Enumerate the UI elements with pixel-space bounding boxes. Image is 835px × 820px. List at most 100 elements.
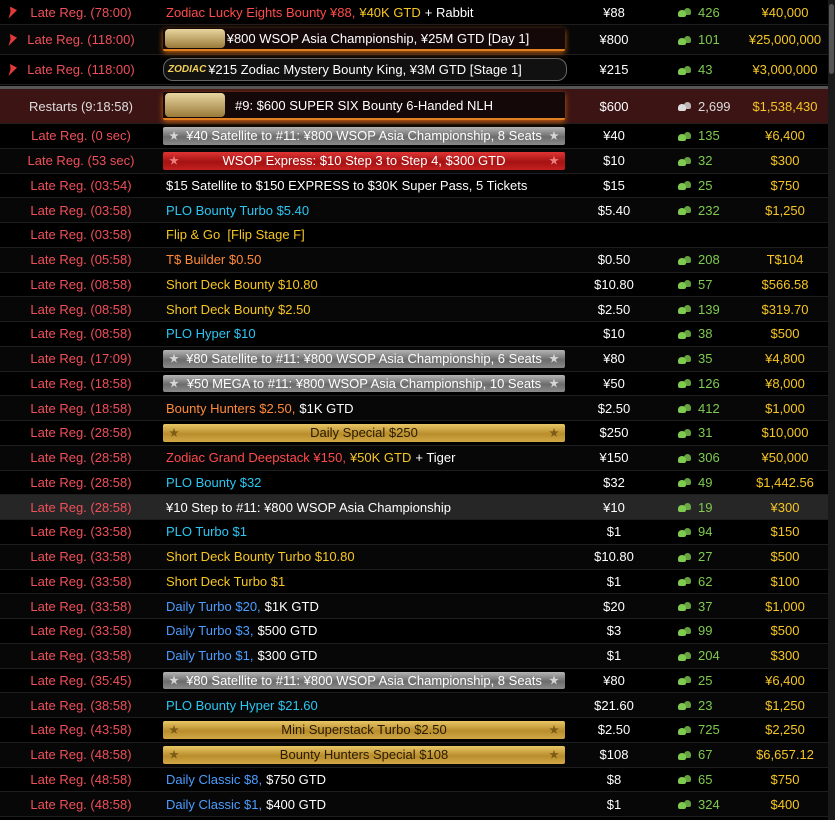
name-part: Short Deck Bounty $10.80 bbox=[166, 276, 318, 292]
tournament-row[interactable]: Late Reg. (35:45) ¥80 Satellite to #11: ¥… bbox=[0, 669, 828, 694]
prize-pool: $1,442.56 bbox=[756, 474, 814, 490]
tournament-name: Mini Superstack Turbo $2.50 bbox=[281, 722, 446, 737]
player-count: 208 bbox=[698, 252, 720, 268]
buy-in: $2.50 bbox=[597, 301, 631, 317]
tournament-row[interactable]: Late Reg. (17:09) ¥80 Satellite to #11: ¥… bbox=[0, 346, 828, 372]
name-part: Daily Special $250 bbox=[310, 425, 418, 441]
name-part: Mini Superstack Turbo $2.50 bbox=[281, 722, 447, 738]
tournament-row[interactable]: Late Reg. (33:58) Short Deck Turbo $1 $1 62… bbox=[0, 570, 828, 595]
star-icon bbox=[169, 378, 179, 388]
tournament-row[interactable]: Late Reg. (03:58) Flip & Go [Flip Stage F… bbox=[0, 223, 828, 248]
players-icon bbox=[678, 304, 691, 315]
status: Late Reg. (43:58) bbox=[30, 722, 132, 738]
prize-pool: $150 bbox=[770, 524, 800, 540]
status: Late Reg. (48:58) bbox=[30, 796, 132, 812]
players-icon bbox=[678, 428, 691, 438]
tournament-row[interactable]: Restarts (9:18:58) #9: $600 SUPER SIX Bou… bbox=[0, 86, 828, 124]
tournament-row[interactable]: Late Reg. (118:00) #11: ¥800 WSOP Asia Ch… bbox=[0, 25, 828, 55]
star-icon bbox=[549, 353, 559, 363]
name-part: T$ Builder $0.50 bbox=[166, 252, 262, 268]
star-icon bbox=[169, 724, 179, 734]
name-part: $1K GTD bbox=[299, 400, 354, 416]
tournament-row[interactable]: Late Reg. (05:58) T$ Builder $0.50 $0.50 20… bbox=[0, 247, 828, 273]
tournament-row[interactable]: Late Reg. (48:58) Bounty Hunters Special … bbox=[0, 742, 828, 768]
tournament-row[interactable]: Late Reg. (118:00) ZODIAC ¥215 Zodiac Myst… bbox=[0, 55, 828, 85]
tournament-row[interactable]: Late Reg. (03:58) PLO Bounty Turbo $5.40 $… bbox=[0, 198, 828, 223]
buy-in: $32 bbox=[603, 474, 625, 490]
player-count: 135 bbox=[698, 128, 720, 144]
player-count: 25 bbox=[698, 672, 713, 688]
status: Late Reg. (03:58) bbox=[30, 227, 132, 243]
tournament-row[interactable]: Late Reg. (28:58) PLO Bounty $32 $32 49 $1,4… bbox=[0, 471, 828, 496]
prize-pool: $500 bbox=[770, 326, 800, 342]
status: Late Reg. (08:58) bbox=[30, 276, 132, 292]
name-part: Short Deck Bounty Turbo $10.80 bbox=[166, 549, 355, 565]
players: 62 bbox=[678, 570, 738, 594]
tournament-row[interactable]: Late Reg. (28:58) Zodiac Grand Deepstack … bbox=[0, 445, 828, 471]
tournament-row[interactable]: Late Reg. (08:58) PLO Hyper $10 $10 38 $500 bbox=[0, 322, 828, 347]
tournament-row[interactable]: Late Reg. (33:58) PLO Turbo $1 $1 94 $150 bbox=[0, 520, 828, 545]
player-count: 43 bbox=[698, 62, 713, 77]
players-icon bbox=[678, 477, 691, 488]
player-count: 426 bbox=[698, 4, 720, 20]
player-count: 65 bbox=[698, 771, 713, 787]
buy-in: $10 bbox=[603, 326, 625, 342]
scroll-thumb[interactable] bbox=[829, 4, 834, 74]
name-part: $750 GTD bbox=[266, 771, 327, 787]
players: 65 bbox=[678, 768, 738, 792]
tournament-banner: WSOP Express: $10 Step 3 to Step 4, $300… bbox=[163, 151, 565, 170]
tournament-row[interactable]: Late Reg. (28:58) ¥10 Step to #11: ¥800 W… bbox=[0, 495, 828, 520]
players-icon bbox=[678, 35, 691, 45]
buy-in: $1 bbox=[606, 796, 622, 812]
tournament-row[interactable]: Late Reg. (0 sec) ¥40 Satellite to #11: ¥… bbox=[0, 124, 828, 149]
prize-pool: $319.70 bbox=[761, 301, 809, 317]
tournament-name: PLO Bounty $32 bbox=[166, 471, 566, 495]
status: Late Reg. (28:58) bbox=[30, 474, 132, 490]
tournament-row[interactable]: Late Reg. (48:58) Daily Classic $8, $750 G… bbox=[0, 768, 828, 793]
tournament-row[interactable]: Late Reg. (33:58) Short Deck Bounty Turbo… bbox=[0, 544, 828, 570]
tournament-row[interactable]: Late Reg. (53 sec) WSOP Express: $10 Step… bbox=[0, 148, 828, 174]
tournament-row[interactable]: Late Reg. (48:58) Daily Classic $1, $400 G… bbox=[0, 792, 828, 817]
player-count: 23 bbox=[698, 697, 713, 713]
players: 208 bbox=[678, 248, 738, 272]
players: 38 bbox=[678, 322, 738, 346]
tournament-row[interactable]: Late Reg. (08:58) Short Deck Bounty $10.8… bbox=[0, 273, 828, 298]
tournament-row[interactable]: Late Reg. (33:58) Daily Turbo $20, $1K GTD… bbox=[0, 594, 828, 619]
prize-pool: $1,000 bbox=[765, 400, 805, 416]
tournament-row[interactable]: Late Reg. (78:00) Zodiac Lucky Eights Bou… bbox=[0, 0, 828, 25]
scrollbar[interactable] bbox=[828, 0, 835, 820]
player-count: 67 bbox=[698, 747, 713, 763]
tournament-name: Daily Turbo $3, $500 GTD bbox=[166, 619, 566, 643]
players: 204 bbox=[678, 644, 738, 668]
tournament-row[interactable]: Late Reg. (38:58) PLO Bounty Hyper $21.60… bbox=[0, 693, 828, 718]
star-icon bbox=[549, 155, 559, 165]
tournament-row[interactable]: Late Reg. (33:58) Daily Turbo $1, $300 GTD… bbox=[0, 643, 828, 669]
name-part: Daily Turbo $3, bbox=[166, 623, 254, 639]
players-icon bbox=[678, 329, 691, 339]
prize-pool: $400 bbox=[770, 796, 800, 812]
tournament-row[interactable]: Late Reg. (28:58) Daily Special $250 $250 3… bbox=[0, 421, 828, 446]
star-icon bbox=[549, 749, 559, 759]
tournament-name: Daily Classic $8, $750 GTD bbox=[166, 768, 566, 792]
tournament-name: Short Deck Bounty $10.80 bbox=[166, 273, 566, 297]
prize-pool: ¥3,000,000 bbox=[752, 62, 818, 77]
tournament-row[interactable]: Late Reg. (33:58) Daily Turbo $3, $500 GTD… bbox=[0, 619, 828, 644]
tournament-row[interactable]: Late Reg. (18:58) ¥50 MEGA to #11: ¥800 W… bbox=[0, 372, 828, 397]
players-icon bbox=[678, 180, 691, 191]
players: 94 bbox=[678, 520, 738, 544]
player-count: 2,699 bbox=[698, 98, 731, 114]
players-icon bbox=[678, 205, 691, 216]
tournament-row[interactable]: Late Reg. (08:58) Short Deck Bounty $2.50… bbox=[0, 297, 828, 322]
tournament-row[interactable]: Late Reg. (18:58) Bounty Hunters $2.50, $1… bbox=[0, 396, 828, 421]
prize-pool: $750 bbox=[770, 771, 800, 787]
tournament-row[interactable]: Late Reg. (03:54) $15 Satellite to $150 E… bbox=[0, 174, 828, 199]
tournament-name: ¥40 Satellite to #11: ¥800 WSOP Asia Cha… bbox=[186, 128, 542, 143]
player-count: 126 bbox=[698, 375, 720, 391]
name-part: ¥50 MEGA to #11: ¥800 WSOP Asia Champion… bbox=[186, 375, 542, 391]
tournament-name: Bounty Hunters $2.50, $1K GTD bbox=[166, 396, 566, 420]
tournament-row[interactable]: Late Reg. (43:58) Mini Superstack Turbo $… bbox=[0, 718, 828, 743]
status: Late Reg. (33:58) bbox=[30, 598, 132, 614]
tournament-name: ¥80 Satellite to #11: ¥800 WSOP Asia Cha… bbox=[186, 673, 542, 688]
status: Late Reg. (28:58) bbox=[30, 450, 132, 466]
status: Late Reg. (33:58) bbox=[30, 549, 132, 565]
